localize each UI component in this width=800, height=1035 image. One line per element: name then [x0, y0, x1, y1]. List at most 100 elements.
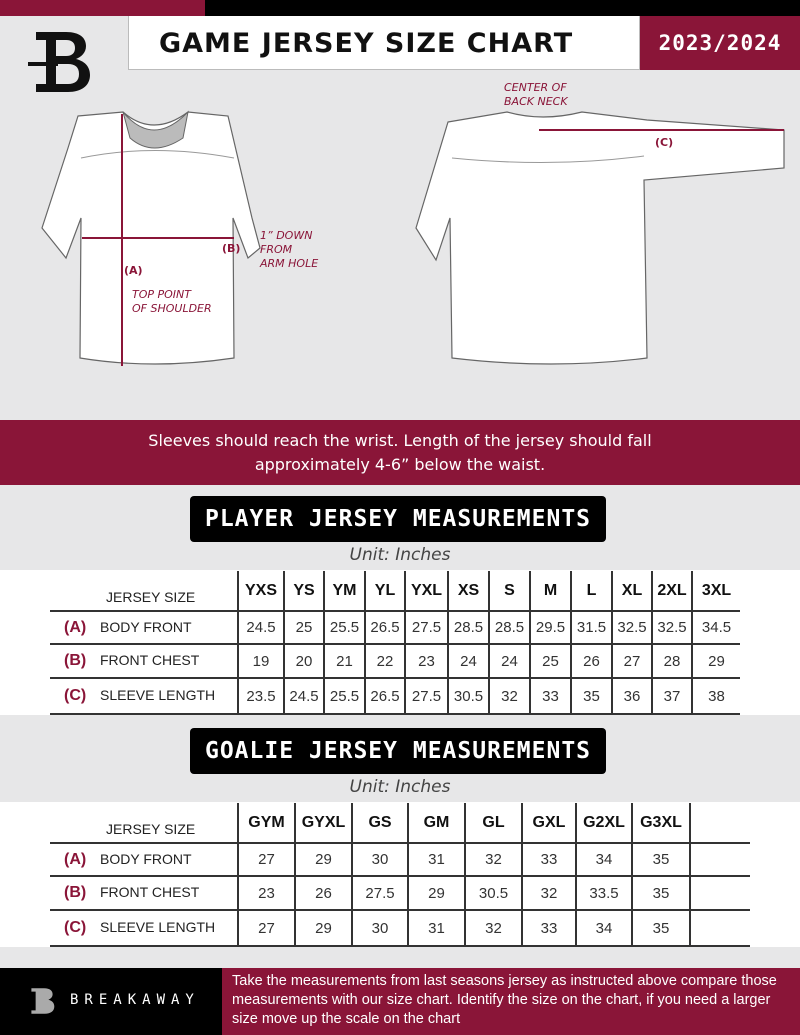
measurement-cell: 27.5 [405, 611, 449, 645]
title-box: GAME JERSEY SIZE CHART [128, 16, 640, 70]
measurement-cell: 33.5 [576, 876, 633, 911]
size-column-header: GYM [238, 803, 296, 844]
footer-brand: BREAKAWAY [70, 992, 200, 1008]
measurement-cell: 19 [238, 644, 285, 679]
size-column-header: 2XL [652, 571, 693, 612]
measurement-cell: 24.5 [238, 611, 285, 645]
measure-letter: (A) [64, 618, 87, 636]
page-title: GAME JERSEY SIZE CHART [159, 28, 574, 59]
size-column-header: G3XL [632, 803, 691, 844]
measurement-cell: 34.5 [692, 611, 740, 645]
size-column-header: GS [352, 803, 409, 844]
player-unit: Unit: Inches [349, 545, 451, 565]
measure-letter: (A) [64, 850, 87, 868]
size-column-header: YXS [238, 571, 285, 612]
size-column-header: XL [612, 571, 653, 612]
measurement-cell: 20 [284, 644, 325, 679]
measure-letter: (C) [64, 687, 87, 704]
footer-instructions: Take the measurements from last seasons … [222, 968, 800, 1035]
measurement-cell: 26.5 [365, 611, 406, 645]
measurement-cell: 29.5 [530, 611, 572, 645]
label-c: (C) [655, 136, 674, 149]
measurement-cell: 30.5 [448, 678, 490, 715]
goalie-size-table: JERSEY SIZE GYM GYXL GS GM GL GXL G2XL G3XL (A) BO… [50, 803, 750, 947]
measurement-cell: 27 [612, 644, 653, 679]
size-column-header [690, 803, 750, 844]
top-point-note: TOP POINT OF SHOULDER [132, 288, 212, 315]
measurement-cell: 32.5 [652, 611, 693, 645]
measurement-cell: 22 [365, 644, 406, 679]
measurement-cell: 27.5 [352, 876, 409, 911]
measurement-cell: 29 [295, 910, 353, 947]
measurement-cell: 29 [295, 843, 353, 877]
arm-hole-note: 1” DOWN FROM ARM HOLE [260, 229, 319, 270]
measurement-cell: 35 [632, 876, 691, 911]
measure-letter: (B) [64, 884, 87, 901]
measurement-cell: 32 [489, 678, 531, 715]
measurement-cell [690, 910, 750, 947]
measurement-cell: 32.5 [612, 611, 653, 645]
measurement-cell: 33 [522, 910, 577, 947]
measurement-cell: 34 [576, 910, 633, 947]
player-section-title: PLAYER JERSEY MEASUREMENTS [190, 496, 606, 542]
measurement-cell: 26 [571, 644, 613, 679]
measurement-cell: 23.5 [238, 678, 285, 715]
table-row: (A) BODY FRONT 27 29 30 31 32 33 34 35 [50, 843, 750, 877]
size-column-header: YXL [405, 571, 449, 612]
size-column-header: YS [284, 571, 325, 612]
measurement-cell: 35 [571, 678, 613, 715]
measurement-cell: 37 [652, 678, 693, 715]
measurement-cell: 35 [632, 910, 691, 947]
measurement-cell: 29 [692, 644, 740, 679]
measurement-cell: 32 [522, 876, 577, 911]
size-header-label: JERSEY SIZE [50, 803, 239, 844]
measurement-cell: 26.5 [365, 678, 406, 715]
measurement-cell: 32 [465, 843, 523, 877]
goalie-unit: Unit: Inches [349, 777, 451, 797]
table-row: (B) FRONT CHEST 19 20 21 22 23 24 24 25 26 27 28 29 [50, 644, 740, 679]
measure-letter: (C) [64, 919, 87, 936]
measurement-cell: 31 [408, 910, 466, 947]
measurement-cell: 23 [238, 876, 296, 911]
measure-label: FRONT CHEST [100, 884, 200, 900]
measure-label: BODY FRONT [100, 850, 192, 867]
top-accent-strip [0, 0, 205, 16]
size-column-header: G2XL [576, 803, 633, 844]
measurement-cell: 24 [448, 644, 490, 679]
measurement-cell: 31.5 [571, 611, 613, 645]
instruction-banner: Sleeves should reach the wrist. Length o… [0, 420, 800, 485]
size-column-header: S [489, 571, 531, 612]
measurement-cell: 28 [652, 644, 693, 679]
measurement-cell: 24 [489, 644, 531, 679]
measurement-cell: 34 [576, 843, 633, 877]
measurement-cell [690, 843, 750, 877]
size-column-header: GL [465, 803, 523, 844]
size-column-header: M [530, 571, 572, 612]
size-column-header: YM [324, 571, 366, 612]
measure-label: FRONT CHEST [100, 652, 200, 668]
measurement-cell: 33 [522, 843, 577, 877]
measure-label: SLEEVE LENGTH [100, 919, 216, 935]
label-b: (B) [222, 242, 241, 255]
measurement-cell: 38 [692, 678, 740, 715]
size-header-label: JERSEY SIZE [50, 571, 239, 612]
measurement-cell: 27 [238, 843, 296, 877]
measurement-cell: 25.5 [324, 611, 366, 645]
measurement-cell: 28.5 [448, 611, 490, 645]
breakaway-logo [28, 32, 90, 92]
size-column-header: GXL [522, 803, 577, 844]
measurement-cell: 25 [284, 611, 325, 645]
size-column-header: GYXL [295, 803, 353, 844]
measurement-cell: 36 [612, 678, 653, 715]
measurement-cell [690, 876, 750, 911]
player-size-table: JERSEY SIZE YXS YS YM YL YXL XS S M L XL 2XL 3XL (A) B… [50, 571, 740, 715]
measurement-cell: 21 [324, 644, 366, 679]
table-row: (C) SLEEVE LENGTH 27 29 30 31 32 33 34 35 [50, 910, 750, 947]
measurement-cell: 29 [408, 876, 466, 911]
measure-letter: (B) [64, 652, 87, 669]
size-column-header: 3XL [692, 571, 740, 612]
size-column-header: GM [408, 803, 466, 844]
goalie-section-title: GOALIE JERSEY MEASUREMENTS [190, 728, 606, 774]
measurement-cell: 33 [530, 678, 572, 715]
center-back-neck-note: CENTER OF BACK NECK [504, 81, 568, 108]
